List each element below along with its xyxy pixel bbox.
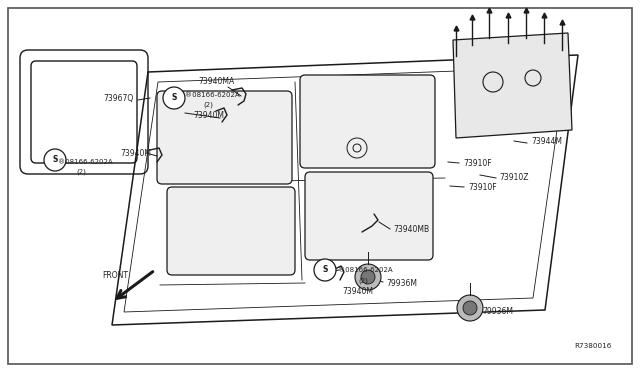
Polygon shape — [453, 33, 572, 138]
Text: ®08166-6202A: ®08166-6202A — [185, 92, 239, 98]
Text: 73967Q: 73967Q — [103, 93, 133, 103]
FancyBboxPatch shape — [300, 75, 435, 168]
Text: 73910F: 73910F — [468, 183, 497, 192]
Text: 73944M: 73944M — [531, 137, 562, 145]
Text: 79936M: 79936M — [482, 308, 513, 317]
FancyBboxPatch shape — [305, 172, 433, 260]
Text: 79936M: 79936M — [386, 279, 417, 288]
Text: 73940MA: 73940MA — [198, 77, 234, 87]
Text: (2): (2) — [203, 102, 213, 108]
Text: ®08166-6202A: ®08166-6202A — [58, 159, 113, 165]
Text: 73940M: 73940M — [342, 286, 373, 295]
Text: 73910F: 73910F — [463, 158, 492, 167]
Text: (2): (2) — [358, 278, 368, 284]
Circle shape — [355, 264, 381, 290]
Circle shape — [361, 270, 375, 284]
Text: FRONT: FRONT — [102, 272, 128, 280]
Circle shape — [163, 87, 185, 109]
Text: 73940M: 73940M — [193, 112, 224, 121]
Circle shape — [457, 295, 483, 321]
Text: S: S — [172, 93, 177, 103]
Text: (2): (2) — [76, 169, 86, 175]
Text: S: S — [323, 266, 328, 275]
Circle shape — [314, 259, 336, 281]
Text: 73940M: 73940M — [120, 148, 151, 157]
Circle shape — [463, 301, 477, 315]
Text: ®08166-6202A: ®08166-6202A — [338, 267, 392, 273]
Text: R7380016: R7380016 — [574, 343, 611, 349]
Text: S: S — [52, 155, 58, 164]
Text: 73940MB: 73940MB — [393, 224, 429, 234]
FancyBboxPatch shape — [167, 187, 295, 275]
Text: 73910Z: 73910Z — [499, 173, 529, 182]
Circle shape — [44, 149, 66, 171]
FancyBboxPatch shape — [157, 91, 292, 184]
